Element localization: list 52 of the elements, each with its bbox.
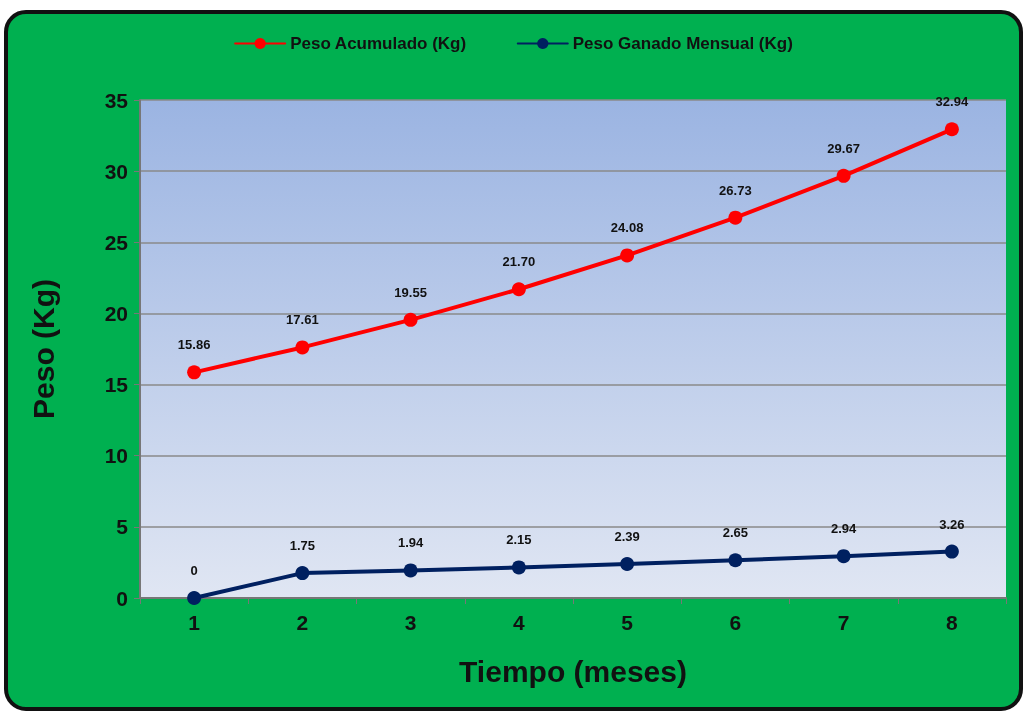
data-label: 3.26 [939,516,965,532]
data-label: 19.55 [394,284,427,300]
point [836,549,851,564]
data-label: 21.70 [502,254,536,270]
x-tick-label: 1 [188,611,201,634]
point [511,560,526,575]
point [944,122,959,137]
data-label: 2.94 [830,521,858,537]
x-tick-label: 7 [837,611,850,634]
point [944,544,959,559]
y-tick-label: 25 [104,230,129,254]
point [295,340,310,355]
point [403,312,418,327]
data-label: 0 [190,563,198,578]
data-label: 2.15 [506,532,532,548]
data-label: 15.86 [177,337,211,353]
legend-label: Peso Ganado Mensual (Kg) [572,34,793,53]
y-axis-title: Peso (Kg) [26,278,60,420]
y-tick-label: 30 [104,159,128,183]
data-label: 1.94 [397,535,425,551]
point [187,591,202,605]
data-label: 29.67 [827,140,860,156]
point [620,557,635,571]
point [620,248,635,263]
point [295,566,310,581]
point [728,553,743,568]
data-label: 17.61 [286,312,319,328]
data-label: 1.75 [289,538,316,554]
x-tick-label: 6 [729,611,742,634]
data-label: 26.73 [719,182,752,198]
x-axis-title: Tiempo (meses) [459,654,687,688]
data-label: 2.65 [722,525,749,541]
y-tick-label: 10 [104,444,128,468]
y-tick-label: 35 [104,88,129,112]
x-tick-label: 3 [404,611,417,634]
y-tick-label: 15 [104,373,129,397]
point [728,210,743,225]
x-tick-label: 4 [513,611,526,634]
point [836,168,851,183]
point [511,282,526,297]
x-tick-label: 8 [946,611,959,634]
point [403,563,418,578]
x-tick-label: 5 [621,611,634,634]
point [187,365,202,380]
y-tick-label: 5 [116,515,129,539]
x-tick-label: 2 [296,611,309,634]
y-tick-label: 0 [116,586,128,610]
legend-label: Peso Acumulado (Kg) [290,34,467,53]
data-label: 2.39 [614,528,640,544]
y-tick-label: 20 [104,301,128,325]
data-label: 24.08 [610,220,644,236]
data-label: 32.94 [935,94,969,110]
